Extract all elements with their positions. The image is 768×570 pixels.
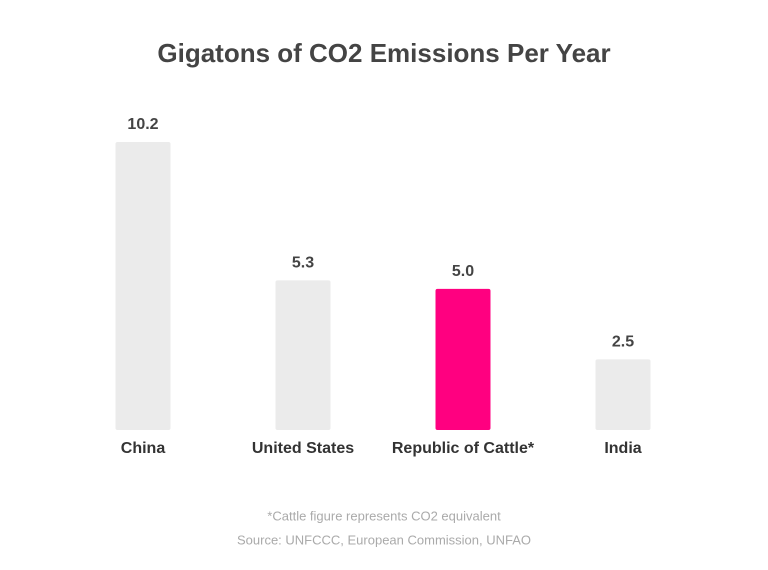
x-tick-label: Republic of Cattle* [392, 440, 535, 457]
value-label: 5.3 [292, 255, 314, 272]
value-label: 5.0 [452, 263, 474, 280]
chart-title: Gigatons of CO2 Emissions Per Year [157, 38, 610, 68]
value-label: 2.5 [612, 334, 634, 351]
bar [115, 142, 171, 430]
footnote: *Cattle figure represents CO2 equivalent [267, 508, 501, 523]
bar [435, 288, 491, 430]
x-tick-label: India [604, 440, 641, 457]
x-tick-label: United States [252, 440, 354, 457]
bar [275, 280, 331, 430]
x-tick-label: China [121, 440, 166, 457]
value-label: 10.2 [127, 116, 158, 133]
source-note: Source: UNFCCC, European Commission, UNF… [237, 532, 531, 547]
bar [595, 359, 651, 430]
